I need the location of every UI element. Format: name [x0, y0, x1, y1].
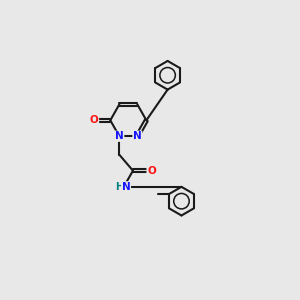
- Text: O: O: [90, 115, 98, 125]
- Text: N: N: [122, 182, 130, 192]
- Text: O: O: [147, 166, 156, 176]
- Text: N: N: [115, 131, 124, 141]
- Text: H: H: [116, 182, 124, 192]
- Text: N: N: [133, 131, 142, 141]
